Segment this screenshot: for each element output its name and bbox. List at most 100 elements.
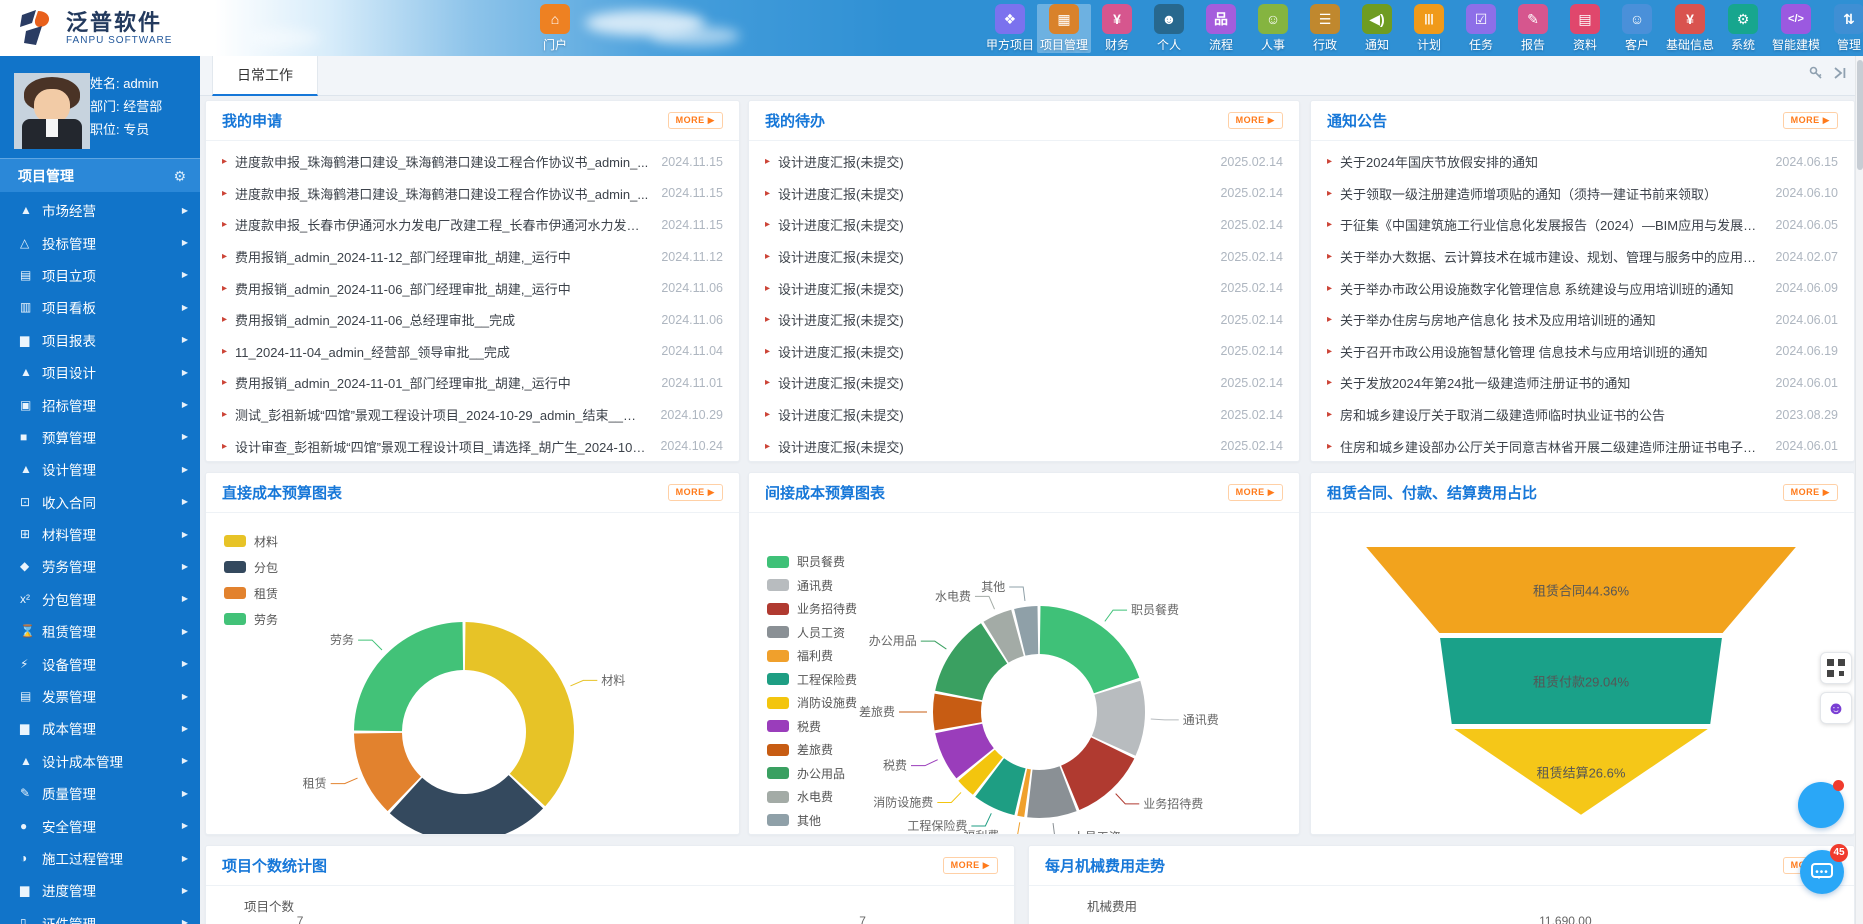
slice-分包[interactable]: [389, 775, 544, 835]
nav-item-计划[interactable]: ||| 计划: [1403, 4, 1455, 53]
sidebar-item-投标管理[interactable]: △ 投标管理 ▶: [0, 226, 200, 258]
list-item[interactable]: ▸ 设计审查_彭祖新城“四馆”景观工程设计项目_请选择_胡广生_2024-10-2…: [206, 430, 739, 461]
list-item[interactable]: ▸ 设计进度汇报(未提交) 2025.02.14: [749, 272, 1299, 304]
sidebar-item-项目设计[interactable]: ▲ 项目设计 ▶: [0, 356, 200, 388]
collapse-panel-icon[interactable]: [1833, 66, 1847, 80]
sidebar-item-设备管理[interactable]: ⚡ 设备管理 ▶: [0, 647, 200, 679]
list-item[interactable]: ▸ 关于召开市政公用设施智慧化管理 信息技术与应用培训班的通知 2024.06.19: [1311, 336, 1854, 368]
legend-item-劳务[interactable]: 劳务: [224, 606, 278, 632]
list-item[interactable]: ▸ 设计进度汇报(未提交) 2025.02.14: [749, 336, 1299, 368]
nav-item-智能建模[interactable]: </> 智能建模: [1769, 4, 1823, 53]
slice-福利费[interactable]: [1017, 768, 1031, 817]
list-item[interactable]: ▸ 设计进度汇报(未提交) 2025.02.14: [749, 399, 1299, 431]
slice-职员餐费[interactable]: [1039, 606, 1140, 694]
legend-item-材料[interactable]: 材料: [224, 528, 278, 554]
list-item[interactable]: ▸ 设计进度汇报(未提交) 2025.02.14: [749, 209, 1299, 241]
slice-通讯费[interactable]: [1091, 680, 1146, 756]
sidebar-item-进度管理[interactable]: ▆ 进度管理 ▶: [0, 874, 200, 906]
sidebar-item-市场经营[interactable]: ▲ 市场经营 ▶: [0, 194, 200, 226]
slice-差旅费[interactable]: [932, 693, 982, 731]
list-item[interactable]: ▸ 关于举办住房与房地产信息化 技术及应用培训班的通知 2024.06.01: [1311, 304, 1854, 336]
slice-其他[interactable]: [1014, 606, 1039, 656]
sidebar-item-分包管理[interactable]: x² 分包管理 ▶: [0, 583, 200, 615]
sidebar-item-施工过程管理[interactable]: ◑ 施工过程管理 ▶: [0, 842, 200, 874]
list-item[interactable]: ▸ 关于举办大数据、云计算技术在城市建设、规划、管理与服务中的应用培训班... 20…: [1311, 241, 1854, 273]
nav-item-portal[interactable]: ⌂ 门户: [528, 4, 582, 53]
list-item[interactable]: ▸ 11_2024-11-04_admin_经营部_领导审批__完成 2024.11…: [206, 336, 739, 368]
funnel-section-租赁结算[interactable]: [1447, 727, 1715, 818]
nav-item-人事[interactable]: ☺ 人事: [1247, 4, 1299, 53]
sidebar-item-收入合同[interactable]: ⊡ 收入合同 ▶: [0, 486, 200, 518]
nav-item-基础信息[interactable]: ¥ 基础信息: [1663, 4, 1717, 53]
more-button[interactable]: MORE ▶: [1227, 484, 1283, 501]
legend-item-工程保险费[interactable]: 工程保险费: [767, 668, 857, 692]
nav-item-通知[interactable]: ◀) 通知: [1351, 4, 1403, 53]
sidebar-item-安全管理[interactable]: ● 安全管理 ▶: [0, 809, 200, 841]
more-button[interactable]: MORE ▶: [667, 484, 723, 501]
nav-item-任务[interactable]: ☑ 任务: [1455, 4, 1507, 53]
slice-材料[interactable]: [464, 622, 575, 807]
sidebar-item-项目报表[interactable]: ▆ 项目报表 ▶: [0, 324, 200, 356]
list-item[interactable]: ▸ 费用报销_admin_2024-11-06_总经理审批__完成 2024.11.…: [206, 304, 739, 336]
legend-item-分包[interactable]: 分包: [224, 554, 278, 580]
more-button[interactable]: MORE ▶: [667, 112, 723, 129]
list-item[interactable]: ▸ 设计进度汇报(未提交) 2025.02.14: [749, 241, 1299, 273]
list-item[interactable]: ▸ 于征集《中国建筑施工行业信息化发展报告（2024）—BIM应用与发展》材料..…: [1311, 209, 1854, 241]
ca-qr-widget[interactable]: [1820, 652, 1852, 684]
nav-item-行政[interactable]: ☰ 行政: [1299, 4, 1351, 53]
nav-item-流程[interactable]: 品流程: [1195, 4, 1247, 53]
list-item[interactable]: ▸ 进度款申报_珠海鹤港口建设_珠海鹤港口建设工程合作协议书_admin_... 2…: [206, 178, 739, 210]
legend-item-人员工资[interactable]: 人员工资: [767, 621, 857, 645]
sidebar-item-材料管理[interactable]: ⊞ 材料管理 ▶: [0, 518, 200, 550]
sidebar-item-质量管理[interactable]: ✎ 质量管理 ▶: [0, 777, 200, 809]
nav-item-客户[interactable]: ☺ 客户: [1611, 4, 1663, 53]
sidebar-item-租赁管理[interactable]: ⌛ 租赁管理 ▶: [0, 615, 200, 647]
nav-item-报告[interactable]: ✎ 报告: [1507, 4, 1559, 53]
legend-item-消防设施费[interactable]: 消防设施费: [767, 691, 857, 715]
sidebar-item-项目立项[interactable]: ▤ 项目立项 ▶: [0, 259, 200, 291]
sidebar-item-劳务管理[interactable]: ◆ 劳务管理 ▶: [0, 550, 200, 582]
list-item[interactable]: ▸ 住房和城乡建设部办公厅关于同意吉林省开展二级建造师注册证书电子化试点... 20…: [1311, 430, 1854, 461]
legend-item-职员餐费[interactable]: 职员餐费: [767, 550, 857, 574]
slice-业务招待费[interactable]: [1061, 737, 1135, 810]
key-icon[interactable]: [1809, 66, 1823, 80]
list-item[interactable]: ▸ 进度款申报_长春市伊通河水力发电厂改建工程_长春市伊通河水力发电... 2024…: [206, 209, 739, 241]
chat-button[interactable]: ••• 45: [1800, 844, 1848, 894]
sidebar-item-设计成本管理[interactable]: ▲ 设计成本管理 ▶: [0, 745, 200, 777]
nav-item-个人[interactable]: ☻ 个人: [1143, 4, 1195, 53]
emoji-widget[interactable]: ☻: [1820, 692, 1852, 724]
legend-item-办公用品[interactable]: 办公用品: [767, 762, 857, 786]
legend-item-租赁[interactable]: 租赁: [224, 580, 278, 606]
list-item[interactable]: ▸ 费用报销_admin_2024-11-06_部门经理审批_胡建,_运行中 202…: [206, 272, 739, 304]
nav-item-甲方项目[interactable]: ❖ 甲方项目: [983, 4, 1037, 53]
legend-item-福利费[interactable]: 福利费: [767, 644, 857, 668]
scrollbar-thumb[interactable]: [1857, 60, 1863, 170]
nav-item-财务[interactable]: ¥ 财务: [1091, 4, 1143, 53]
legend-item-业务招待费[interactable]: 业务招待费: [767, 597, 857, 621]
sidebar-item-招标管理[interactable]: ▣ 招标管理 ▶: [0, 388, 200, 420]
nav-item-资料[interactable]: ▤ 资料: [1559, 4, 1611, 53]
list-item[interactable]: ▸ 房和城乡建设厅关于取消二级建造师临时执业证书的公告 2023.08.29: [1311, 399, 1854, 431]
list-item[interactable]: ▸ 设计进度汇报(未提交) 2025.02.14: [749, 430, 1299, 461]
list-item[interactable]: ▸ 费用报销_admin_2024-11-12_部门经理审批_胡建,_运行中 202…: [206, 241, 739, 273]
sidebar-item-发票管理[interactable]: ▤ 发票管理 ▶: [0, 680, 200, 712]
list-item[interactable]: ▸ 设计进度汇报(未提交) 2025.02.14: [749, 178, 1299, 210]
sidebar-item-设计管理[interactable]: ▲ 设计管理 ▶: [0, 453, 200, 485]
more-button[interactable]: MORE ▶: [1782, 112, 1838, 129]
slice-水电费[interactable]: [983, 609, 1024, 663]
slice-办公用品[interactable]: [935, 623, 1008, 701]
legend-item-水电费[interactable]: 水电费: [767, 785, 857, 809]
sidebar-item-预算管理[interactable]: ■ 预算管理 ▶: [0, 421, 200, 453]
slice-工程保险费[interactable]: [975, 758, 1026, 816]
more-button[interactable]: MORE ▶: [942, 857, 998, 874]
list-item[interactable]: ▸ 设计进度汇报(未提交) 2025.02.14: [749, 304, 1299, 336]
slice-税费[interactable]: [935, 723, 994, 779]
avatar[interactable]: [14, 73, 90, 149]
sidebar-section-header[interactable]: 项目管理 ⚙: [0, 158, 200, 192]
slice-劳务[interactable]: [354, 622, 464, 732]
nav-item-项目管理[interactable]: ▦ 项目管理: [1036, 4, 1091, 53]
slice-消防设施费[interactable]: [958, 749, 1003, 795]
legend-item-其他[interactable]: 其他: [767, 809, 857, 833]
list-item[interactable]: ▸ 关于领取一级注册建造师增项贴的通知（须持一建证书前来领取） 2024.06.10: [1311, 178, 1854, 210]
nav-item-系统[interactable]: ⚙ 系统: [1717, 4, 1769, 53]
